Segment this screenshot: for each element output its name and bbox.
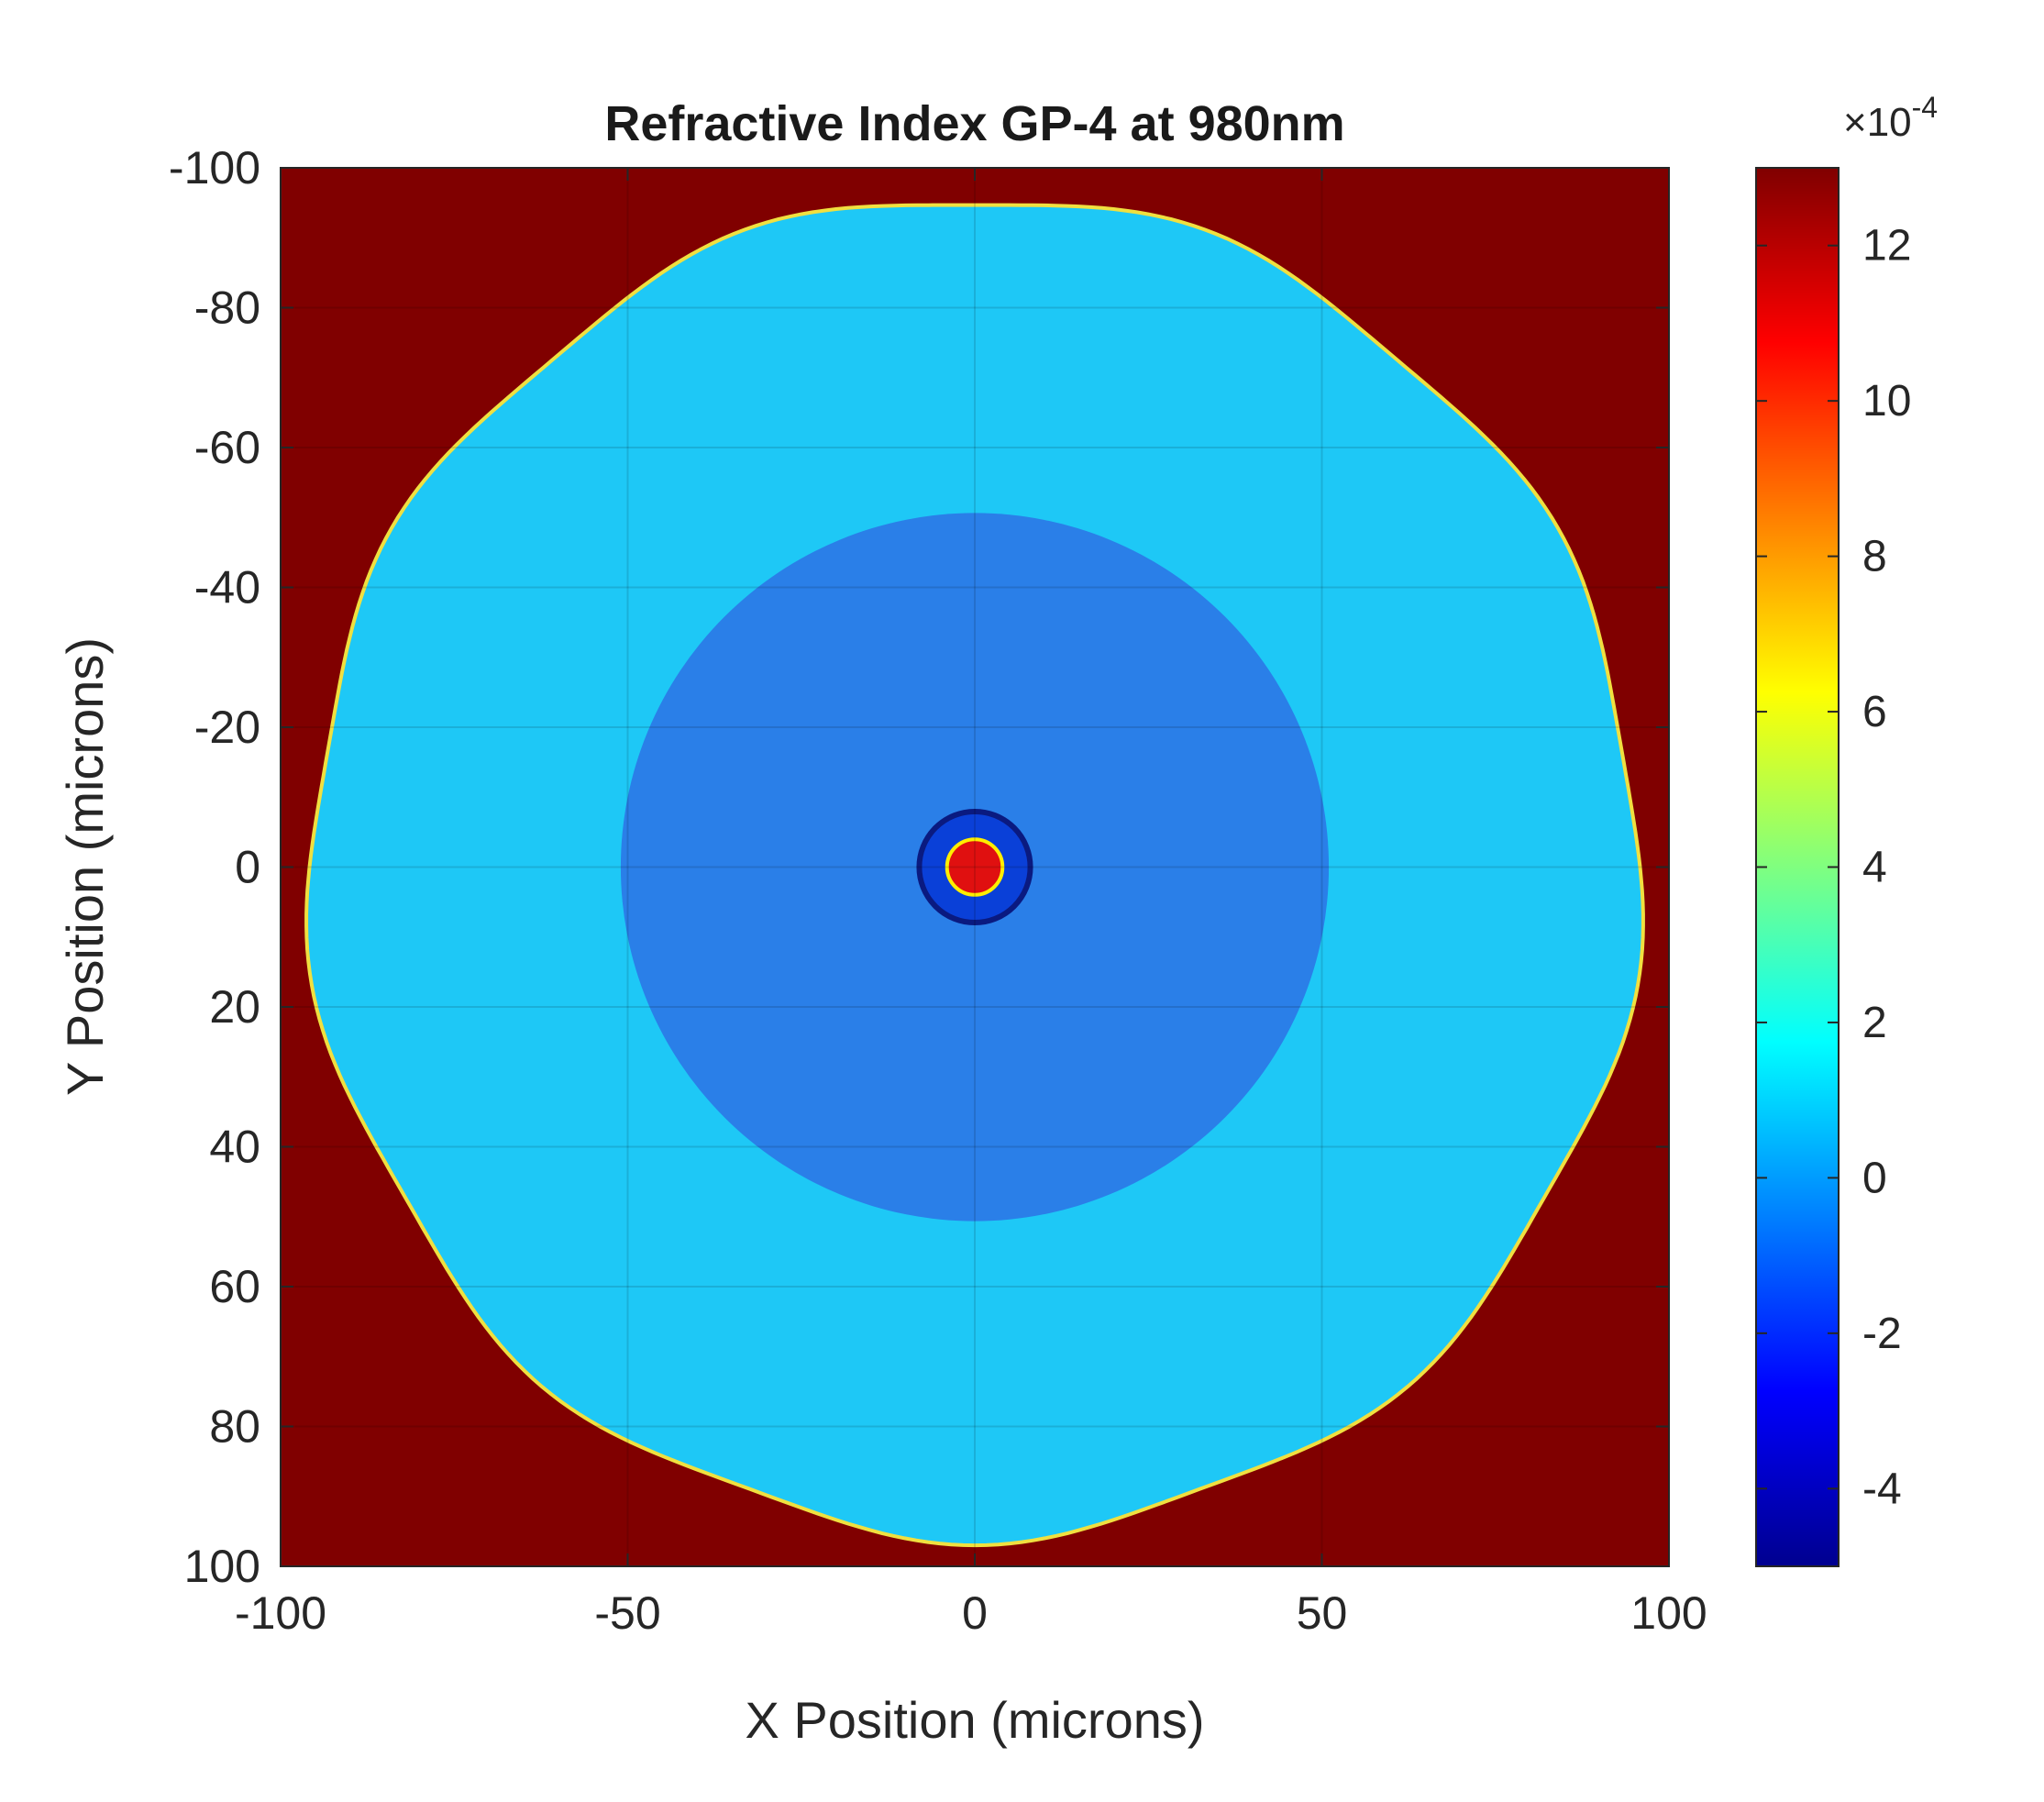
colorbar-exponent: -4	[1912, 91, 1938, 124]
colorbar-tick-label: -4	[1862, 1465, 1902, 1513]
y-tick-label: -40	[194, 562, 260, 614]
colorbar-ticks: -4 -2 0 2 4 6 8 10 12	[1756, 222, 1911, 1513]
colorbar-tick-label: 12	[1862, 222, 1911, 271]
y-tick-label: 20	[209, 981, 260, 1033]
x-tick-label: 100	[1630, 1587, 1707, 1639]
x-tick-label: -50	[594, 1587, 660, 1639]
colorbar-tick-label: 2	[1862, 999, 1887, 1047]
colorbar-exponent-label: ×10-4	[1843, 91, 1938, 145]
y-axis-label: Y Position (microns)	[56, 637, 114, 1096]
x-tick-label: 50	[1297, 1587, 1348, 1639]
y-tick-label: -80	[194, 282, 260, 334]
colorbar-multiplier: ×10	[1843, 100, 1912, 145]
y-tick-label: 40	[209, 1122, 260, 1173]
colorbar-tick-label: 0	[1862, 1154, 1887, 1202]
colorbar-tick-label: 4	[1862, 844, 1887, 892]
y-tick-label: 100	[184, 1541, 260, 1592]
heatmap-plot-area	[281, 168, 1669, 1566]
y-tick-label: -60	[194, 422, 260, 473]
y-tick-label: -20	[194, 702, 260, 753]
y-tick-label: 0	[235, 842, 260, 893]
chart-title: Refractive Index GP-4 at 980nm	[604, 96, 1344, 151]
colorbar-tick-label: -2	[1862, 1310, 1902, 1358]
colorbar	[1755, 167, 1840, 1567]
y-tick-label: 60	[209, 1261, 260, 1312]
x-tick-label: -100	[235, 1587, 326, 1639]
colorbar-tick-label: 6	[1862, 688, 1887, 736]
y-tick-label: 80	[209, 1401, 260, 1453]
grid-lines	[281, 168, 1669, 1566]
colorbar-tick-label: 10	[1862, 377, 1911, 426]
core-region	[945, 837, 1005, 897]
x-axis-ticks: -100 -50 0 50 100	[235, 168, 1707, 1639]
x-tick-label: 0	[962, 1587, 988, 1639]
x-axis-label: X Position (microns)	[745, 1691, 1204, 1749]
colorbar-tick-label: 8	[1862, 533, 1887, 581]
y-axis-ticks: -100 -80 -60 -40 -20 0 20 40 60 80 100	[169, 142, 1669, 1592]
y-tick-label: -100	[169, 142, 260, 193]
